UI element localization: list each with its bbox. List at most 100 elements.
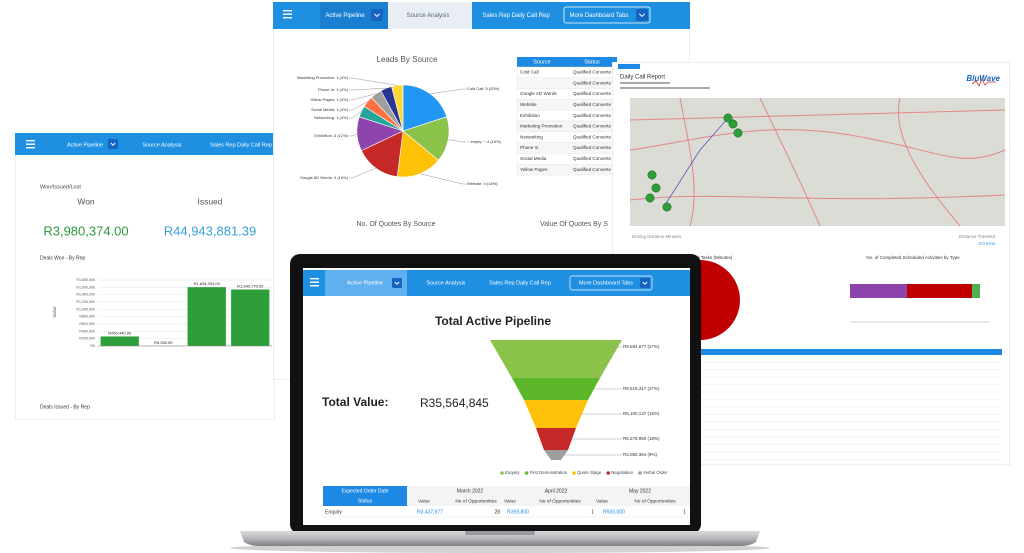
tab[interactable]: Active Pipeline	[347, 280, 383, 286]
bar	[187, 287, 226, 346]
dropdown-button[interactable]	[371, 9, 383, 21]
y-tick-label: R800,000	[79, 315, 95, 319]
pie-slice	[402, 84, 448, 132]
footer-title: Deals Issued - By Rep	[40, 404, 90, 410]
legend-label: Enquiry	[505, 470, 520, 475]
sub-header: No of Opportunities	[455, 498, 497, 504]
table-cell: R500,000	[603, 509, 625, 515]
pie-slice	[402, 116, 450, 161]
leader-line	[448, 139, 466, 143]
y-tick-label: R0	[90, 344, 95, 348]
tab[interactable]: Active Pipeline	[67, 142, 103, 148]
leader-line	[430, 88, 466, 94]
chart-title: Deals Won - By Rep	[40, 255, 85, 261]
more-tabs-box[interactable]	[569, 275, 653, 291]
dropdown-caret	[639, 13, 645, 18]
tab[interactable]: Sales Rep Daily Call Rep	[482, 13, 550, 19]
slice-label: ~ empty ~: 4 (16%)	[467, 139, 502, 144]
sub-header: No of Opportunities	[634, 498, 676, 504]
chart-title: Total Active Pipeline	[435, 314, 551, 328]
legend-swatch	[524, 471, 529, 475]
logo: BluWave	[966, 74, 1000, 83]
funnel-segment	[544, 450, 568, 460]
chart-title: Completed Tasks (Minutes)	[678, 255, 733, 260]
map-pin	[647, 170, 657, 180]
funnel-segment	[524, 400, 588, 428]
laptop-base	[240, 531, 760, 546]
tab[interactable]: Source Analysis	[426, 280, 465, 286]
bar-value-label: R1,540,770.00	[237, 284, 264, 289]
table-cell: Exhibition	[520, 113, 540, 118]
legend-swatch	[606, 471, 611, 475]
dropdown-button[interactable]	[108, 139, 118, 149]
menu-icon-bar	[310, 278, 319, 280]
bar-value-label: R260,440.00	[108, 331, 132, 336]
metric-label: Distance Traveled	[959, 234, 996, 239]
table-cell: Qualified Converte	[573, 167, 611, 172]
slice-label: Google AD Words: 4 (16%)	[300, 175, 349, 180]
issued-value: R44,943,881.39	[164, 223, 257, 238]
sub-header: No of Opportunities	[539, 498, 581, 504]
slice-label: Yellow Pages: 1 (4%)	[310, 97, 349, 102]
total-label: Total Value:	[322, 395, 388, 409]
leader-line	[349, 77, 398, 86]
more-tabs-box[interactable]	[563, 6, 651, 24]
leader-line	[349, 133, 358, 137]
menu-icon-bar	[283, 10, 292, 12]
table-cell: Qualified Converte	[573, 124, 611, 129]
slice-label: Social Media: 1 (4%)	[311, 107, 349, 112]
tab[interactable]: Sales Rep Daily Call Rep	[489, 280, 551, 286]
dropdown-button[interactable]	[392, 278, 402, 288]
table-cell: Social Media	[520, 156, 547, 161]
legend-label: Negotiation	[611, 470, 633, 475]
table-cell: Qualified Converte	[573, 102, 611, 107]
tab[interactable]: More Dashboard Tabs	[579, 280, 633, 286]
table-band	[407, 486, 690, 506]
stack-segment	[850, 284, 907, 298]
dropdown-caret	[394, 281, 400, 285]
y-tick-label: R400,000	[79, 329, 95, 333]
table-cell: Qualified Converte	[573, 156, 611, 161]
bar-value-label: R5,350.00	[154, 340, 173, 345]
chart-title: Leads By Source	[377, 55, 438, 64]
won-value: R3,980,374.00	[43, 223, 128, 238]
map-pin	[645, 193, 655, 203]
table-cell: R3,437,877	[417, 509, 443, 515]
tab[interactable]: Source Analysis	[142, 142, 181, 148]
y-tick-label: R600,000	[79, 322, 95, 326]
issued-label: Issued	[197, 196, 222, 206]
leader-line	[349, 88, 387, 91]
slice-label: Phone In: 1 (4%)	[318, 87, 349, 92]
table-cell: 1	[591, 509, 594, 515]
map-pin	[733, 128, 743, 138]
legend-label: Quote Stage	[577, 470, 602, 475]
y-tick-label: R1,000,000	[76, 307, 95, 311]
menu-icon-bar	[26, 143, 35, 145]
route-line	[664, 117, 729, 206]
table-header	[692, 349, 1002, 355]
table-cell: Qualified Converte	[573, 70, 611, 75]
table-cell: 1	[683, 509, 686, 515]
map-pin	[728, 119, 738, 129]
table-header-cell: Status	[358, 498, 373, 504]
logo-wave	[971, 78, 996, 87]
tab[interactable]: Source Analysis	[407, 13, 450, 19]
subtitle-line	[620, 87, 710, 89]
tab[interactable]: Active Pipeline	[325, 13, 365, 19]
dropdown-caret	[374, 13, 380, 18]
dropdown-button[interactable]	[640, 278, 650, 288]
leader-line	[419, 173, 466, 185]
subtitle-line	[620, 82, 670, 84]
tab[interactable]: More Dashboard Tabs	[570, 13, 629, 19]
sub-header: Value	[504, 498, 516, 504]
menu-icon-bar	[310, 281, 319, 283]
screen	[303, 268, 690, 525]
dropdown-button[interactable]	[636, 9, 648, 21]
bar	[231, 289, 270, 346]
light-tab	[388, 2, 472, 29]
menu-icon-bar	[283, 13, 292, 15]
slice-label: Marketing Promotion: 1 (4%)	[297, 75, 349, 80]
menu-icon-bar	[310, 285, 319, 287]
tab[interactable]: Sales Rep Daily Call Rep	[210, 142, 272, 148]
badge	[618, 64, 640, 69]
